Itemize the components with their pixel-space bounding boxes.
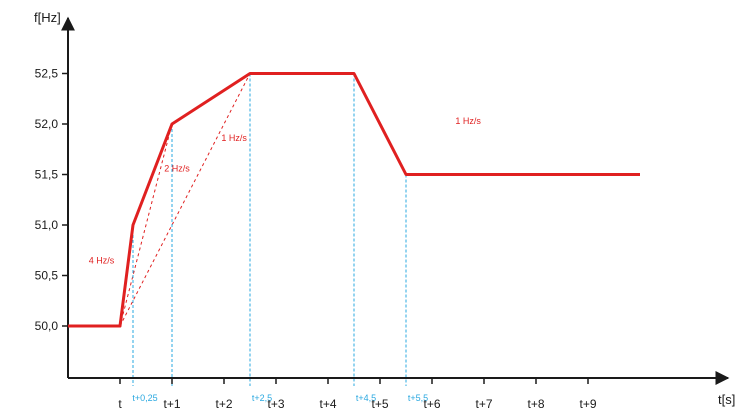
x-tick-label: t+5 bbox=[371, 397, 388, 411]
y-tick-label: 51,0 bbox=[35, 218, 59, 232]
series-layer bbox=[68, 72, 640, 328]
axes: f[Hz] t[s] 50,0 50,5 51,0 51,5 52,0 52,5 t t+1 t+2… bbox=[34, 10, 735, 411]
rate-annotation: 2 Hz/s bbox=[164, 163, 190, 173]
y-axis-title: f[Hz] bbox=[34, 10, 61, 25]
time-marker-label: t+4,5 bbox=[356, 393, 376, 403]
x-tick-label: t+8 bbox=[527, 397, 544, 411]
x-axis-title: t[s] bbox=[718, 392, 735, 407]
frequency-line bbox=[68, 72, 640, 328]
marker-layer: t+0,25 t+2,5 t+4,5 t+5,5 bbox=[132, 73, 428, 403]
rate-guide-line bbox=[119, 73, 251, 327]
rate-annotation: 1 Hz/s bbox=[455, 116, 481, 126]
x-tick-label: t+1 bbox=[163, 397, 180, 411]
x-tick-label: t+4 bbox=[319, 397, 336, 411]
x-tick-label: t+7 bbox=[475, 397, 492, 411]
x-tick-label: t+3 bbox=[267, 397, 284, 411]
time-marker-label: t+0,25 bbox=[132, 393, 157, 403]
guide-layer bbox=[119, 73, 251, 327]
time-marker-label: t+5,5 bbox=[408, 393, 428, 403]
x-tick-label: t bbox=[118, 397, 122, 411]
x-tick-label: t+9 bbox=[579, 397, 596, 411]
time-marker-label: t+2,5 bbox=[252, 393, 272, 403]
x-tick-label: t+2 bbox=[215, 397, 232, 411]
y-tick-label: 51,5 bbox=[35, 168, 59, 182]
label-layer: 4 Hz/s 2 Hz/s 1 Hz/s 1 Hz/s bbox=[89, 116, 482, 265]
y-tick-label: 50,5 bbox=[35, 269, 59, 283]
rate-guide-line bbox=[119, 123, 173, 327]
y-tick-label: 52,5 bbox=[35, 67, 59, 81]
rate-annotation: 4 Hz/s bbox=[89, 255, 115, 265]
rate-annotation: 1 Hz/s bbox=[221, 133, 247, 143]
y-tick-label: 50,0 bbox=[35, 319, 59, 333]
x-tick-label: t+6 bbox=[423, 397, 440, 411]
y-tick-label: 52,0 bbox=[35, 117, 59, 131]
